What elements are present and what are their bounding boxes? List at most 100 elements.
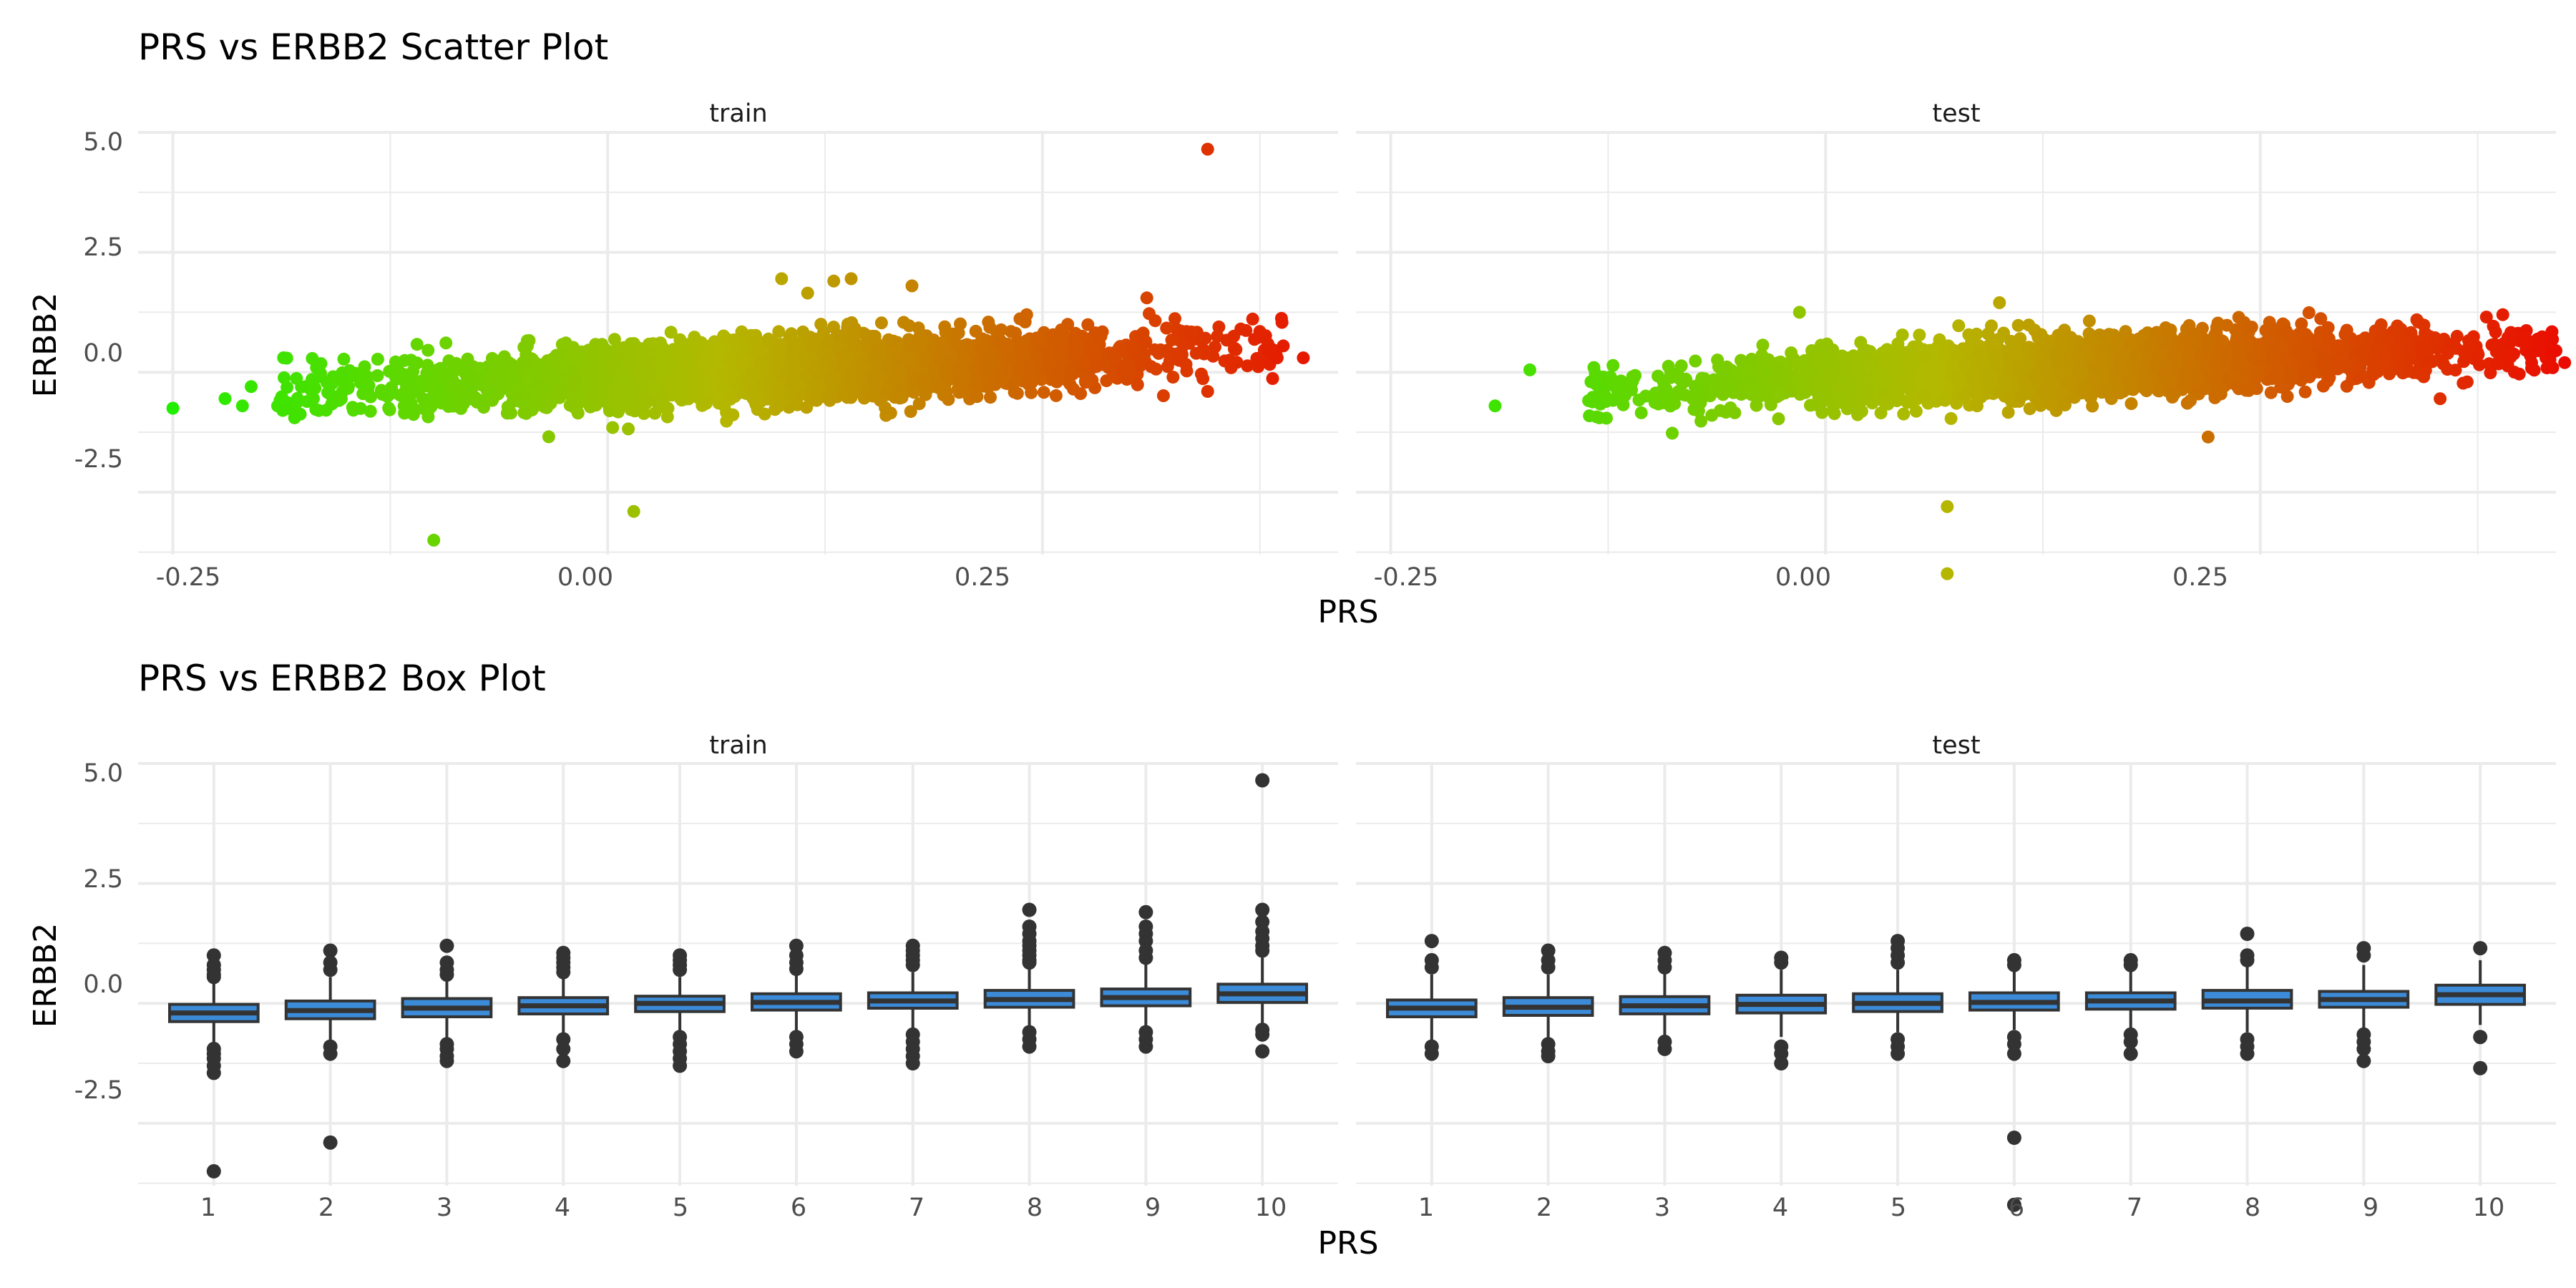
scatter-point xyxy=(371,369,384,382)
scatter-point xyxy=(970,390,984,404)
scatter-point xyxy=(635,383,648,396)
scatter-point xyxy=(848,339,862,353)
scatter-point xyxy=(955,358,969,372)
scatter-point xyxy=(1694,414,1708,428)
scatter-point xyxy=(954,317,967,331)
scatter-point xyxy=(1185,326,1199,339)
scatter-point xyxy=(1116,364,1130,378)
scatter-point xyxy=(622,422,635,436)
scatter-point xyxy=(1133,359,1147,373)
scatter-point xyxy=(1125,341,1138,354)
scatter-point xyxy=(1010,386,1024,400)
scatter-point xyxy=(1018,348,1031,362)
scatter-point xyxy=(1140,291,1153,305)
scatter-point xyxy=(1209,340,1221,353)
scatter-point xyxy=(536,384,549,397)
scatter-point xyxy=(622,392,635,406)
scatter-point xyxy=(772,325,786,338)
scatter-point xyxy=(655,357,668,371)
scatter-point xyxy=(844,272,858,286)
scatter-point xyxy=(807,362,821,376)
scatter-point xyxy=(546,372,560,386)
scatter-point xyxy=(1944,411,1958,425)
scatter-point xyxy=(814,318,828,331)
scatter-point xyxy=(1201,385,1214,398)
scatter-point xyxy=(710,351,723,365)
scatter-point xyxy=(371,353,384,366)
scatter-point xyxy=(897,353,910,366)
scatter-point xyxy=(1246,312,1259,326)
scatter-point xyxy=(1081,318,1095,331)
scatter-point xyxy=(937,389,950,402)
scatter-point xyxy=(716,382,730,396)
scatter-point xyxy=(821,336,835,349)
scatter-point xyxy=(1897,407,1911,421)
scatter-point xyxy=(1227,329,1241,343)
scatter-point xyxy=(806,340,820,353)
scatter-point xyxy=(218,392,232,406)
scatter-point xyxy=(1241,359,1254,373)
scatter-point xyxy=(408,384,421,396)
scatter-point xyxy=(919,353,933,366)
scatter-panel-test xyxy=(1356,131,2572,580)
scatter-point xyxy=(905,279,919,293)
scatter-point xyxy=(605,394,618,408)
scatter-point-cloud xyxy=(271,307,1290,444)
scatter-point xyxy=(1004,325,1018,338)
scatter-point xyxy=(501,400,514,414)
scatter-point xyxy=(827,274,841,288)
scatter-facet-train-label: train xyxy=(709,99,767,128)
scatter-point xyxy=(288,411,301,424)
scatter-point xyxy=(969,324,982,338)
scatter-point xyxy=(775,272,789,286)
scatter-point xyxy=(1067,382,1080,396)
scatter-point xyxy=(833,329,847,343)
scatter-point xyxy=(2082,314,2096,328)
scatter-point xyxy=(454,401,468,415)
scatter-point xyxy=(893,391,907,405)
scatter-point xyxy=(2417,318,2431,332)
scatter-point xyxy=(1165,333,1179,347)
scatter-point xyxy=(646,337,660,351)
scatter-point xyxy=(336,375,350,389)
box-facet-train-label: train xyxy=(709,731,767,760)
scatter-point xyxy=(624,337,638,351)
scatter-point xyxy=(664,326,678,339)
scatter-point xyxy=(166,401,180,415)
scatter-point xyxy=(1089,350,1103,364)
scatter-point xyxy=(406,364,420,378)
scatter-point xyxy=(540,401,553,414)
scatter-point xyxy=(1020,308,1033,321)
scatter-point xyxy=(2374,318,2388,331)
scatter-point xyxy=(337,352,351,366)
scatter-point xyxy=(983,321,997,334)
scatter-point xyxy=(398,406,411,420)
scatter-point xyxy=(1156,389,1170,402)
scatter-point xyxy=(874,316,888,330)
scatter-point xyxy=(427,533,441,547)
scatter-point xyxy=(280,351,293,365)
scatter-point xyxy=(571,406,585,420)
scatter-point xyxy=(1063,369,1077,382)
scatter-point xyxy=(1079,376,1093,389)
scatter-point xyxy=(421,410,435,424)
scatter-point xyxy=(678,346,691,359)
scatter-point xyxy=(1071,336,1084,350)
scatter-point xyxy=(1012,363,1025,376)
scatter-point xyxy=(467,373,480,386)
box-facet-test-label: test xyxy=(1932,731,1980,760)
scatter-point xyxy=(295,380,308,394)
scatter-point xyxy=(278,371,291,384)
scatter-point xyxy=(335,392,348,406)
scatter-point xyxy=(487,372,501,386)
scatter-point xyxy=(583,369,597,383)
scatter-point xyxy=(519,406,533,420)
scatter-point xyxy=(2124,397,2138,411)
scatter-point xyxy=(912,321,925,335)
scatter-plot-title: PRS vs ERBB2 Scatter Plot xyxy=(138,26,608,68)
scatter-point xyxy=(844,366,857,380)
scatter-point xyxy=(887,375,900,388)
scatter-point xyxy=(969,376,982,390)
scatter-point xyxy=(404,353,418,367)
scatter-point xyxy=(888,338,901,352)
